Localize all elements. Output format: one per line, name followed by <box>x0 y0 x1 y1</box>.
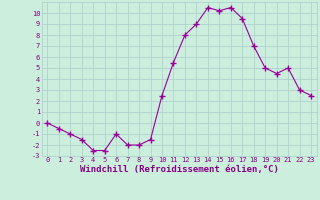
X-axis label: Windchill (Refroidissement éolien,°C): Windchill (Refroidissement éolien,°C) <box>80 165 279 174</box>
